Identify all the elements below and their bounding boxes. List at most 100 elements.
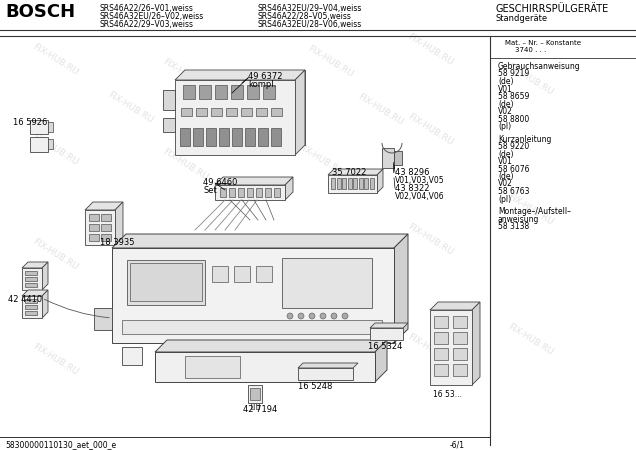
Text: -6/1: -6/1 bbox=[450, 440, 465, 449]
Circle shape bbox=[342, 313, 348, 319]
Text: FIX-HUB.RU: FIX-HUB.RU bbox=[306, 45, 354, 80]
Text: 16 53...: 16 53... bbox=[433, 390, 462, 399]
Bar bbox=[22, 268, 42, 290]
Circle shape bbox=[309, 313, 315, 319]
Polygon shape bbox=[295, 70, 305, 155]
Text: FIX-HUB.RU: FIX-HUB.RU bbox=[31, 342, 80, 378]
Text: FIX-HUB.RU: FIX-HUB.RU bbox=[161, 338, 209, 373]
Text: 35 7022: 35 7022 bbox=[332, 168, 366, 177]
Bar bbox=[251, 403, 254, 409]
Bar bbox=[370, 328, 403, 340]
Bar bbox=[89, 224, 99, 231]
Text: FIX-HUB.RU: FIX-HUB.RU bbox=[406, 112, 454, 148]
Text: 16 5926: 16 5926 bbox=[13, 118, 47, 127]
Text: (de): (de) bbox=[498, 149, 513, 158]
Bar bbox=[231, 85, 243, 99]
Text: 16 5324: 16 5324 bbox=[368, 342, 403, 351]
Bar bbox=[215, 85, 227, 99]
Text: SRS46A32EU/28–V06,weiss: SRS46A32EU/28–V06,weiss bbox=[258, 20, 363, 29]
Text: anweisung: anweisung bbox=[498, 215, 539, 224]
Bar bbox=[248, 385, 262, 403]
Text: FIX-HUB.RU: FIX-HUB.RU bbox=[406, 222, 454, 257]
Text: SRS46A22/28–V05,weiss: SRS46A22/28–V05,weiss bbox=[258, 12, 352, 21]
Bar bbox=[453, 364, 467, 376]
Text: FIX-HUB.RU: FIX-HUB.RU bbox=[296, 143, 344, 177]
Bar bbox=[430, 310, 472, 385]
Polygon shape bbox=[30, 137, 48, 152]
Text: (de): (de) bbox=[498, 172, 513, 181]
Polygon shape bbox=[175, 70, 305, 80]
Text: (de): (de) bbox=[498, 77, 513, 86]
Bar bbox=[212, 266, 228, 282]
Text: V01: V01 bbox=[498, 157, 513, 166]
Bar bbox=[25, 305, 37, 309]
Polygon shape bbox=[85, 202, 123, 210]
Bar bbox=[256, 108, 267, 116]
Bar bbox=[434, 348, 448, 360]
Bar bbox=[256, 188, 262, 197]
Bar bbox=[226, 108, 237, 116]
Bar bbox=[258, 128, 268, 146]
Text: FIX-HUB.RU: FIX-HUB.RU bbox=[506, 193, 555, 228]
Text: FIX-HUB.RU: FIX-HUB.RU bbox=[406, 333, 454, 368]
Bar bbox=[122, 320, 382, 334]
Polygon shape bbox=[42, 262, 48, 290]
Bar bbox=[89, 234, 99, 241]
Polygon shape bbox=[298, 363, 358, 368]
Polygon shape bbox=[185, 70, 305, 145]
Text: FIX-HUB.RU: FIX-HUB.RU bbox=[406, 32, 454, 68]
Text: 58 9219: 58 9219 bbox=[498, 69, 529, 78]
Text: FIX-HUB.RU: FIX-HUB.RU bbox=[31, 42, 80, 77]
Bar bbox=[342, 178, 346, 189]
Circle shape bbox=[298, 313, 304, 319]
Text: FIX-HUB.RU: FIX-HUB.RU bbox=[296, 248, 344, 283]
Bar bbox=[331, 178, 335, 189]
Bar bbox=[25, 299, 37, 303]
Bar bbox=[232, 128, 242, 146]
Bar bbox=[274, 188, 280, 197]
Text: 58 8659: 58 8659 bbox=[498, 92, 529, 101]
Bar bbox=[101, 234, 111, 241]
Bar bbox=[180, 128, 190, 146]
Bar bbox=[215, 185, 285, 200]
Text: (pl): (pl) bbox=[498, 194, 511, 203]
Bar bbox=[353, 178, 357, 189]
Bar bbox=[89, 214, 99, 221]
Bar bbox=[370, 178, 373, 189]
Bar bbox=[101, 214, 111, 221]
Bar bbox=[336, 178, 340, 189]
Bar bbox=[130, 263, 202, 301]
Text: 58 6076: 58 6076 bbox=[498, 165, 530, 174]
Bar bbox=[234, 266, 250, 282]
Text: Set: Set bbox=[203, 186, 217, 195]
Bar bbox=[434, 316, 448, 328]
Bar bbox=[256, 403, 259, 409]
Text: Mat. – Nr. – Konstante: Mat. – Nr. – Konstante bbox=[505, 40, 581, 46]
Text: GESCHIRRSPÜLGERÄTE: GESCHIRRSPÜLGERÄTE bbox=[495, 4, 608, 14]
Text: V02: V02 bbox=[498, 180, 513, 189]
Circle shape bbox=[320, 313, 326, 319]
Text: 58 6763: 58 6763 bbox=[498, 187, 530, 196]
Polygon shape bbox=[42, 290, 48, 318]
Bar bbox=[263, 85, 275, 99]
Text: FIX-HUB.RU: FIX-HUB.RU bbox=[161, 58, 209, 93]
Bar bbox=[453, 348, 467, 360]
Bar bbox=[328, 175, 377, 193]
Text: 58 8800: 58 8800 bbox=[498, 114, 529, 123]
Bar bbox=[453, 316, 467, 328]
Bar bbox=[265, 188, 271, 197]
Bar bbox=[185, 356, 240, 378]
Bar bbox=[163, 118, 175, 132]
Text: 43 8296: 43 8296 bbox=[395, 168, 429, 177]
Bar bbox=[250, 388, 260, 400]
Polygon shape bbox=[472, 302, 480, 385]
Text: FIX-HUB.RU: FIX-HUB.RU bbox=[31, 132, 80, 167]
Polygon shape bbox=[22, 262, 48, 268]
Bar bbox=[206, 128, 216, 146]
Bar bbox=[101, 224, 111, 231]
Text: 43 8322: 43 8322 bbox=[395, 184, 429, 193]
Text: 42 7194: 42 7194 bbox=[243, 405, 277, 414]
Bar bbox=[247, 85, 259, 99]
Polygon shape bbox=[394, 234, 408, 343]
Bar bbox=[196, 108, 207, 116]
